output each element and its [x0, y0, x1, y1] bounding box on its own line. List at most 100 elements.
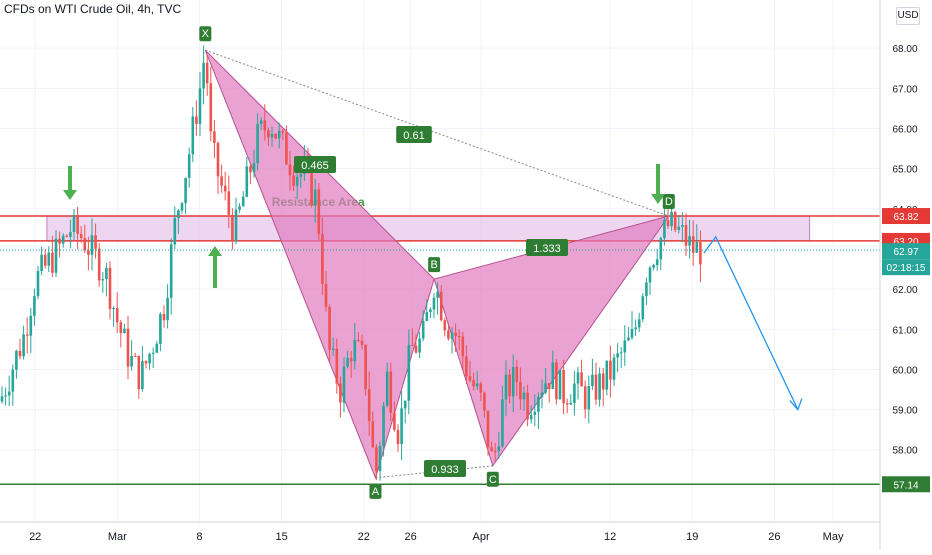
candle-body: [133, 355, 137, 357]
candle-body: [612, 357, 616, 380]
candle-body: [213, 131, 216, 143]
candle-body: [169, 244, 173, 298]
arrow-head: [63, 190, 77, 200]
candle-body: [288, 164, 292, 176]
candle-body: [691, 236, 695, 253]
candle-body: [349, 357, 353, 362]
candle-body: [396, 429, 400, 445]
candle-body: [331, 348, 335, 350]
candle-body: [202, 62, 205, 89]
candle-body: [7, 391, 11, 396]
candle-body: [429, 309, 432, 313]
ratio-label: 0.933: [424, 460, 466, 477]
candle-body: [465, 356, 468, 377]
y-tick-label: 61.00: [892, 325, 917, 336]
pattern-point-label: A: [372, 486, 380, 498]
candle-body: [519, 381, 522, 400]
candle-body: [684, 225, 688, 246]
candle-body: [180, 203, 184, 211]
candle-body: [155, 343, 159, 353]
candle-body: [252, 163, 256, 173]
candle-body: [551, 362, 555, 389]
candle-body: [220, 176, 223, 186]
candle-body: [479, 383, 483, 393]
candle-body: [335, 348, 339, 384]
candle-body: [148, 353, 151, 364]
candle-body: [443, 320, 447, 331]
harmonic-pattern: [204, 49, 671, 480]
candle-body: [177, 210, 180, 219]
candle-body: [22, 334, 25, 357]
candle-body: [357, 339, 360, 341]
candle-body: [403, 400, 407, 409]
candle-body: [619, 352, 623, 354]
candle-body: [11, 369, 15, 392]
candle-body: [65, 235, 69, 237]
y-tick-label: 67.00: [892, 84, 917, 95]
candle-body: [515, 366, 519, 382]
candle-body: [15, 350, 18, 370]
candle-body: [659, 238, 663, 260]
candle-body: [688, 236, 691, 246]
ratio-label: 0.61: [396, 126, 432, 143]
candle-body: [191, 116, 195, 155]
candle-body: [40, 254, 43, 272]
candle-body: [457, 335, 461, 337]
x-tick-label: 26: [768, 531, 780, 543]
candle-body: [259, 120, 263, 124]
candle-body: [4, 395, 7, 397]
candle-body: [69, 232, 72, 237]
candle-body: [461, 336, 465, 357]
candle-body: [627, 337, 630, 341]
candle-body: [241, 196, 245, 207]
candle-body: [490, 447, 493, 452]
x-tick-label: 22: [29, 531, 41, 543]
candle-body: [36, 271, 40, 297]
candle-body: [277, 130, 281, 139]
candle-body: [108, 267, 112, 309]
candle-body: [414, 345, 418, 353]
candle-body: [591, 374, 594, 386]
candle-body: [270, 133, 274, 138]
price-label-text: 57.14: [893, 480, 918, 491]
candle-body: [94, 235, 97, 249]
candle-body: [634, 327, 637, 330]
price-label-text: 62.97: [893, 247, 918, 258]
candle-body: [58, 238, 61, 244]
candle-body: [529, 414, 533, 420]
pattern-point-c: C: [486, 471, 499, 487]
candle-body: [166, 297, 169, 321]
pattern-point-badge: [199, 26, 212, 42]
candle-body: [115, 308, 119, 323]
candle-body: [342, 366, 346, 403]
candle-body: [97, 248, 101, 281]
candle-body: [76, 214, 79, 234]
candle-body: [245, 166, 249, 197]
x-tick-label: 22: [358, 531, 370, 543]
candle-body: [130, 355, 133, 367]
candle-body: [364, 344, 367, 390]
y-tick-label: 58.00: [892, 446, 917, 457]
candle-body: [61, 235, 65, 244]
candle-body: [317, 189, 321, 235]
arrow-head: [208, 246, 222, 256]
candle-body: [547, 383, 551, 389]
currency-button[interactable]: USD: [896, 7, 920, 25]
pattern-point-label: X: [202, 28, 210, 40]
candle-body: [695, 241, 699, 253]
ratio-value: 0.933: [431, 464, 459, 476]
ratio-value: 0.465: [301, 160, 329, 172]
candle-body: [652, 264, 655, 268]
candle-body: [501, 399, 504, 447]
ratio-value: 1.333: [533, 243, 561, 255]
candle-body: [493, 451, 497, 453]
chart-title: CFDs on WTI Crude Oil, 4h, TVC: [4, 2, 182, 16]
pattern-point-label: B: [430, 259, 437, 271]
ratio-label: 0.465: [294, 156, 336, 173]
candle-body: [18, 350, 22, 357]
candle-body: [472, 380, 475, 387]
candle-body: [25, 334, 29, 336]
x-tick-label: 15: [275, 531, 287, 543]
ratio-badge: [396, 126, 432, 143]
